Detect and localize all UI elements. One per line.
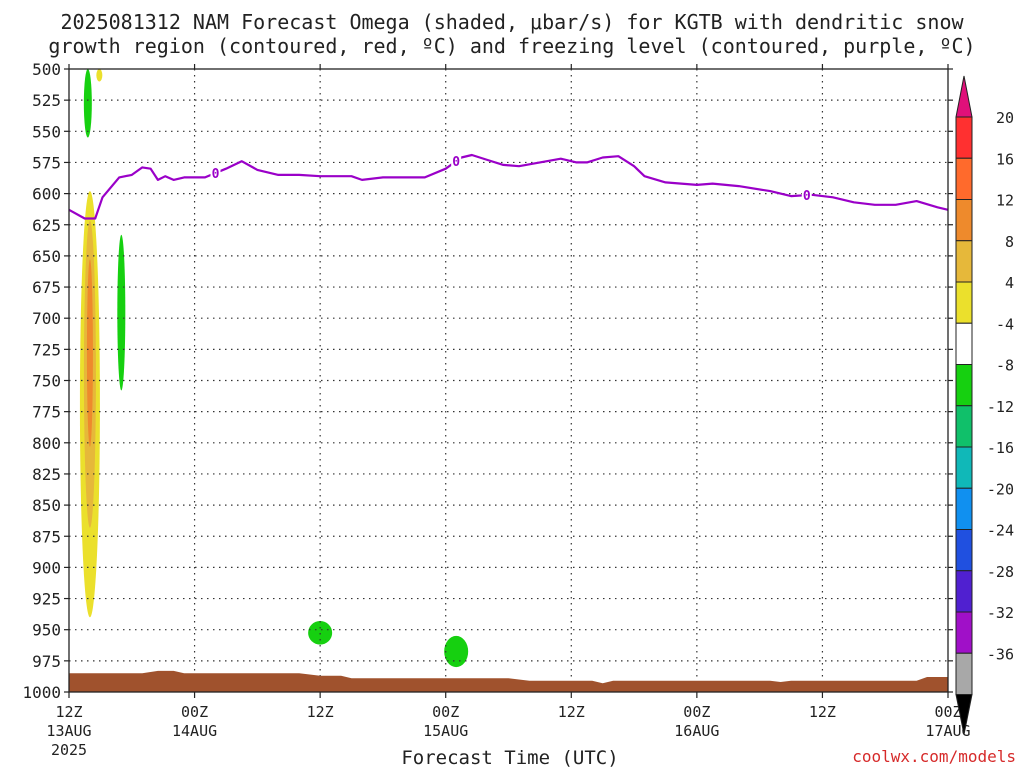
colorbar-bin: [955, 529, 973, 572]
y-tick-label: 600: [32, 185, 61, 204]
y-tick-label: 700: [32, 309, 61, 328]
freezing-level-label: 0: [803, 189, 811, 204]
freezing-level-label: 0: [452, 155, 460, 170]
colorbar-label: 12: [996, 192, 1014, 210]
y-tick-label: 825: [32, 465, 61, 484]
plot-background: [69, 69, 948, 692]
colorbar-bin: [955, 446, 973, 489]
y-tick-label: 950: [32, 621, 61, 640]
colorbar-bin: [955, 281, 973, 324]
colorbar-bin: [955, 240, 973, 283]
x-tick-date: 15AUG: [423, 722, 468, 740]
freezing-level-label-bg: [801, 187, 812, 203]
freezing-level-line: [68, 153, 949, 220]
x-tick-label: 12Z: [558, 703, 585, 721]
colorbar-bin: [955, 157, 973, 200]
x-tick-year: 2025: [51, 741, 87, 759]
x-tick-date: 13AUG: [46, 722, 91, 740]
freezing-level-label-bg: [451, 153, 462, 169]
y-tick-label: 500: [32, 60, 61, 79]
y-tick-label: 800: [32, 434, 61, 453]
x-tick-label: 12Z: [809, 703, 836, 721]
colorbar-label: -16: [987, 439, 1014, 457]
colorbar-bin: [955, 611, 973, 654]
omega-positive-max: [86, 259, 93, 447]
colorbar-label: 4: [1005, 274, 1014, 292]
y-tick-label: 975: [32, 652, 61, 671]
colorbar-bin: [955, 322, 973, 365]
colorbar-label: -4: [996, 315, 1014, 333]
colorbar-label: -24: [987, 522, 1014, 540]
x-tick-label: 00Z: [181, 703, 208, 721]
y-tick-label: 850: [32, 496, 61, 515]
omega-negative-region: [83, 69, 92, 138]
y-tick-label: 650: [32, 247, 61, 266]
colorbar-label: 20: [996, 109, 1014, 127]
colorbar-label: -12: [987, 398, 1014, 416]
credit-text: coolwx.com/models: [852, 747, 1016, 766]
x-tick-date: 17AUG: [925, 722, 970, 740]
colorbar-top-arrow: [955, 75, 973, 118]
y-tick-label: 900: [32, 558, 61, 577]
colorbar-bin: [955, 116, 973, 159]
colorbar-label: -28: [987, 563, 1014, 581]
y-tick-label: 525: [32, 91, 61, 110]
colorbar-bin: [955, 487, 973, 530]
freezing-level-label-bg: [210, 165, 221, 181]
y-tick-label: 775: [32, 403, 61, 422]
y-tick-label: 625: [32, 216, 61, 235]
omega-negative-region: [444, 635, 469, 668]
colorbar-bin: [955, 570, 973, 613]
y-axis: 500 525 550 575 600 625 650 675 700 725 750 775 800 8…: [22, 60, 953, 702]
omega-negative-region: [117, 234, 126, 391]
colorbar-label: 16: [996, 150, 1014, 168]
colorbar: 20 16 12 8 4 -4 -8 -12 -16 -20 -24 -28 -32 -36: [955, 75, 1014, 735]
x-tick-label: 12Z: [307, 703, 334, 721]
colorbar-bin: [955, 405, 973, 448]
x-tick-label: 00Z: [432, 703, 459, 721]
x-axis-label: Forecast Time (UTC): [401, 747, 618, 768]
omega-negative-region: [308, 620, 333, 645]
y-tick-label: 750: [32, 372, 61, 391]
x-tick-date: 16AUG: [674, 722, 719, 740]
x-tick-date: 14AUG: [172, 722, 217, 740]
y-tick-label: 550: [32, 122, 61, 141]
colorbar-label: -8: [996, 357, 1014, 375]
colorbar-bin: [955, 364, 973, 407]
omega-positive-region: [96, 69, 103, 82]
plot-area: 0 0 0: [68, 68, 949, 693]
colorbar-bin: [955, 199, 973, 242]
colorbar-bottom-arrow: [955, 694, 973, 735]
y-tick-label: 725: [32, 340, 61, 359]
chart-title-line1: 2025081312 NAM Forecast Omega (shaded, μ…: [60, 10, 964, 34]
colorbar-label: -20: [987, 480, 1014, 498]
freezing-level-label: 0: [212, 167, 220, 182]
x-tick-label: 12Z: [55, 703, 82, 721]
x-tick-label: 00Z: [934, 703, 961, 721]
x-tick-label: 00Z: [683, 703, 710, 721]
y-tick-label: 875: [32, 527, 61, 546]
colorbar-label: -36: [987, 645, 1014, 663]
y-tick-label: 675: [32, 278, 61, 297]
terrain-fill: [69, 670, 948, 692]
colorbar-label: 8: [1005, 233, 1014, 251]
y-tick-label: 1000: [22, 683, 61, 702]
colorbar-label: -32: [987, 604, 1014, 622]
chart-title-line2: growth region (contoured, red, ºC) and f…: [48, 34, 975, 58]
colorbar-bin: [955, 652, 973, 695]
y-tick-label: 575: [32, 153, 61, 172]
y-tick-label: 925: [32, 590, 61, 609]
